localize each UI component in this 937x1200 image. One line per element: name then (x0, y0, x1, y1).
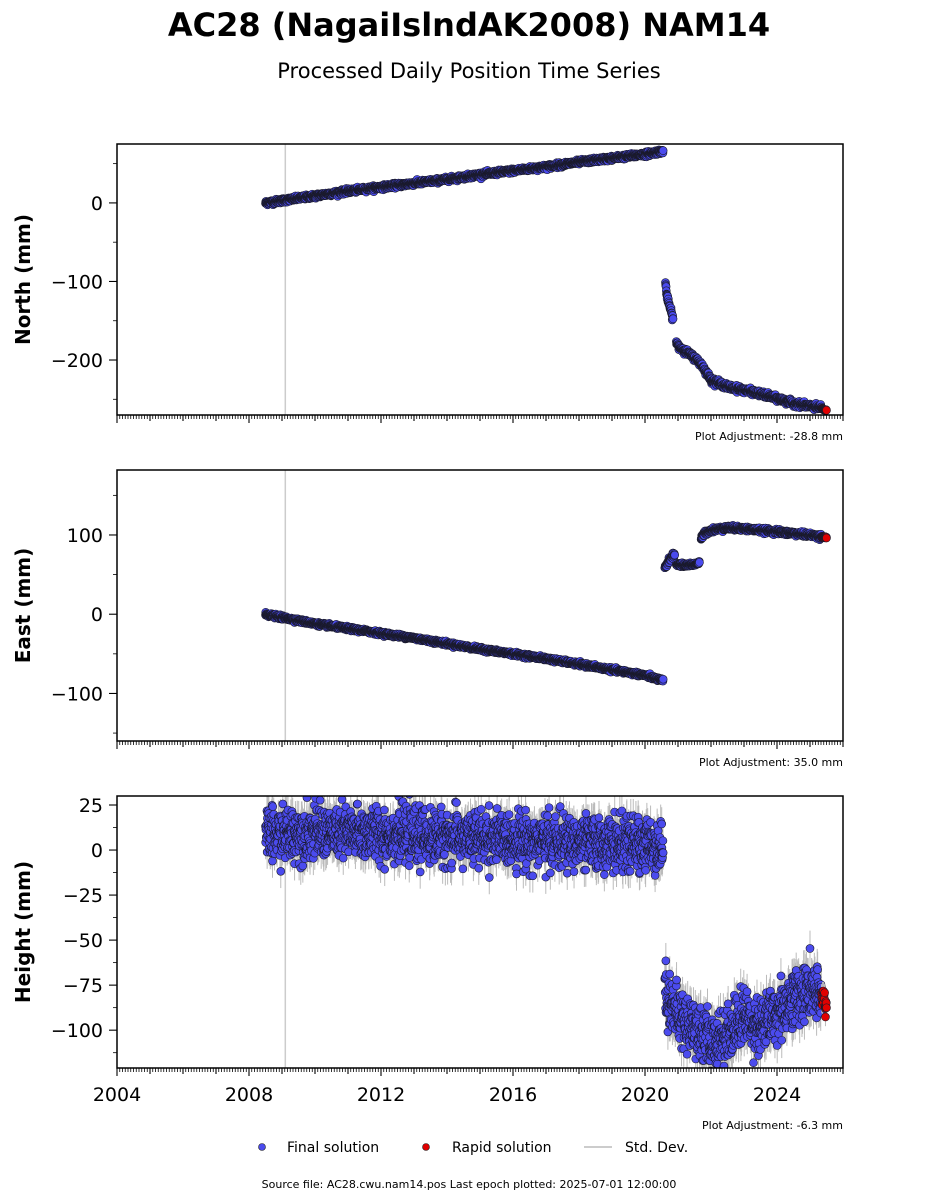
chart-subtitle: Processed Daily Position Time Series (277, 59, 661, 83)
point-final (668, 314, 678, 324)
plot-area (261, 145, 831, 415)
series-final (261, 145, 826, 414)
chart-title: AC28 (NagaiIslndAK2008) NAM14 (168, 6, 770, 44)
point-final (658, 146, 668, 155)
